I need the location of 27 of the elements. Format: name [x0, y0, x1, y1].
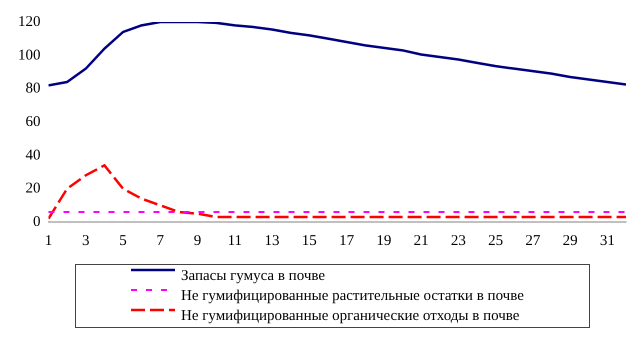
x-tick-label: 23 [450, 232, 466, 249]
y-tick-label: 120 [18, 14, 40, 30]
y-tick-label: 0 [33, 214, 40, 230]
legend-label: Не гумифицированные органические отходы в почве [181, 308, 520, 324]
x-tick-label: 11 [228, 232, 242, 249]
x-tick-label: 9 [194, 232, 202, 249]
x-tick-label: 13 [264, 232, 280, 249]
x-tick-label: 29 [562, 232, 578, 249]
y-tick-label: 20 [26, 180, 40, 197]
x-tick-label: 5 [119, 232, 127, 249]
legend-label: Не гумифицированные растительные остатки в почве [181, 288, 524, 304]
x-tick-label: 17 [339, 232, 355, 249]
line-series [48, 164, 626, 220]
y-tick-label: 80 [26, 80, 40, 97]
x-tick-label: 27 [525, 232, 541, 249]
x-tick-label: 19 [376, 232, 392, 249]
y-tick-label: 100 [18, 47, 40, 64]
x-tick-label: 15 [302, 232, 317, 249]
legend-label: Запасы гумуса в почве [181, 268, 326, 284]
x-tick-label: 7 [156, 232, 165, 249]
x-tick-label: 1 [44, 232, 52, 249]
x-tick-label: 21 [414, 232, 429, 249]
y-tick-label: 40 [26, 147, 40, 164]
x-tick-label: 25 [488, 232, 504, 249]
x-tick-label: 31 [600, 232, 615, 249]
y-tick-label: 60 [26, 114, 40, 130]
x-tick-label: 3 [82, 232, 90, 249]
